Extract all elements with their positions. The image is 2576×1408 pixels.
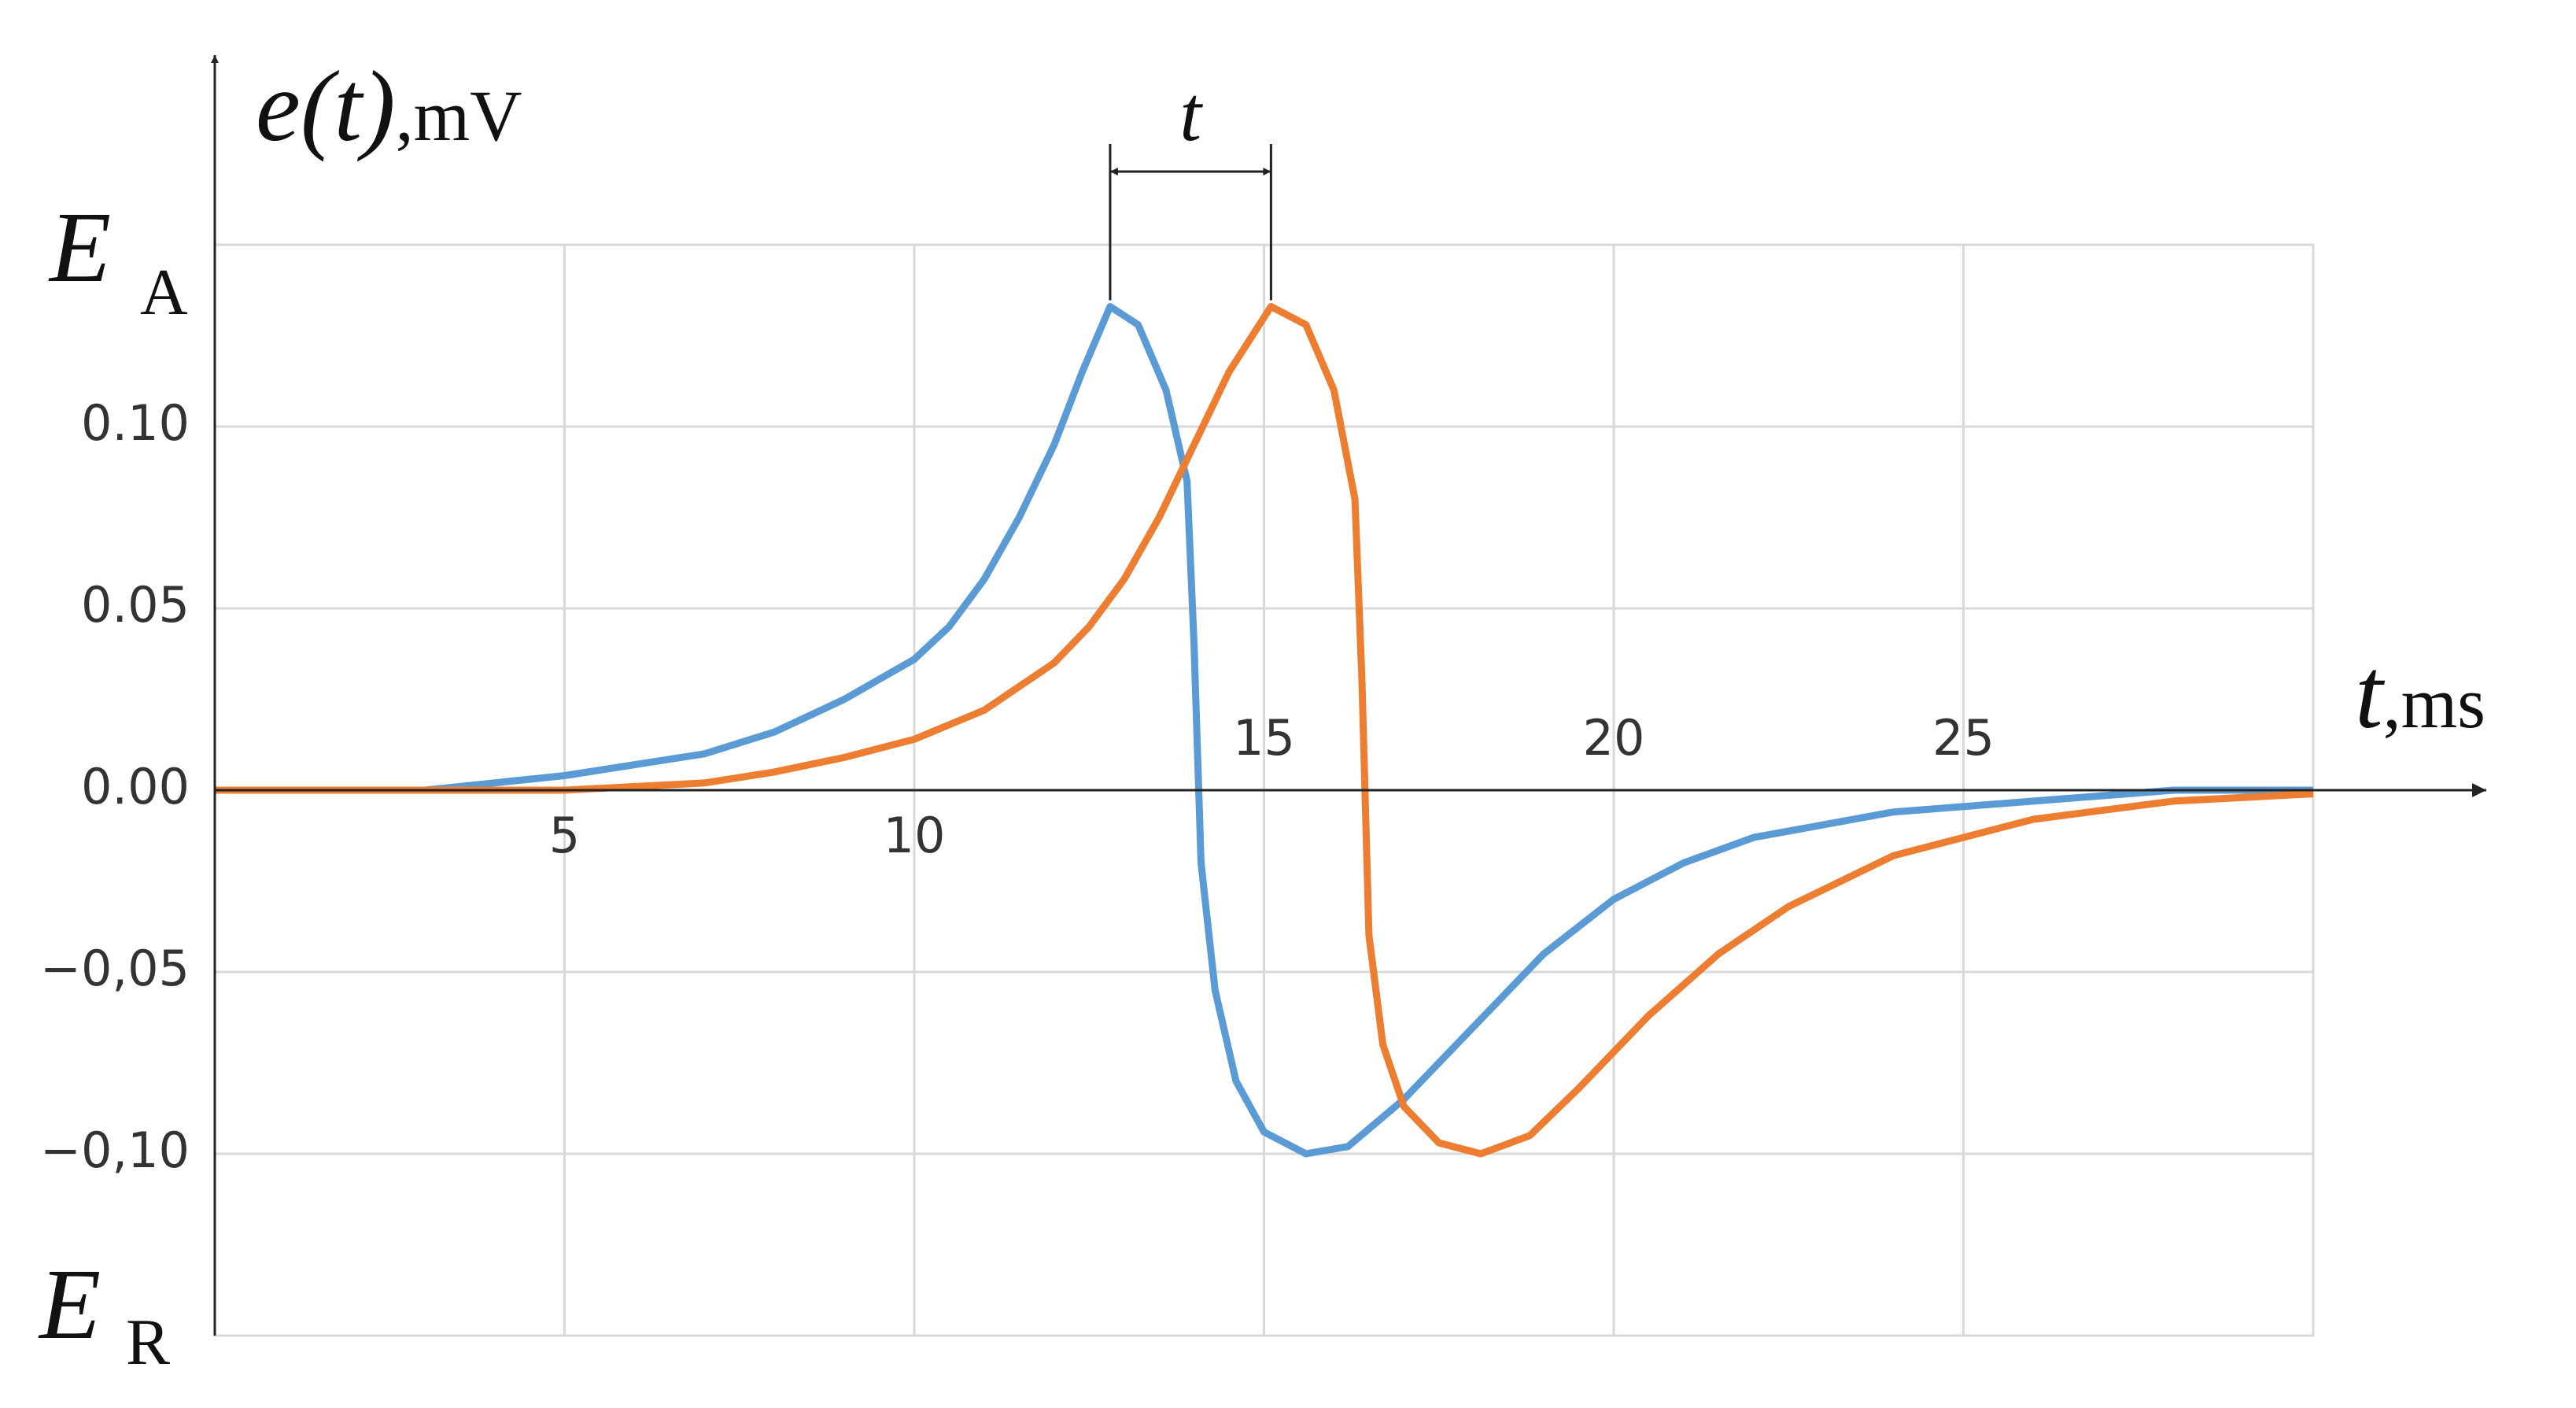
er-main: E [38, 1248, 101, 1360]
y-tick-label: 0.10 [81, 394, 190, 452]
x-tick-label: 5 [549, 807, 580, 864]
ea-sub: A [140, 256, 188, 329]
er-sub: R [126, 1306, 170, 1379]
x-tick-label: 15 [1233, 709, 1295, 767]
y-symbol: e(t) [256, 50, 396, 162]
x-axis-label: t,ms [2355, 637, 2486, 749]
axes: 0.10 0.05 0.00 −0,05 −0,10 5 10 15 20 25 t [40, 55, 2486, 1336]
x-tick-label: 20 [1583, 709, 1645, 767]
series-line [215, 303, 2313, 1158]
grid [213, 243, 2315, 1337]
lines [215, 303, 2314, 1158]
x-symbol: t [2355, 637, 2386, 749]
x-tick-label: 25 [1932, 709, 1995, 767]
series-line [215, 303, 2314, 1158]
y-tick-label: −0,05 [40, 940, 190, 997]
y-tick-label: −0,10 [40, 1122, 190, 1179]
ea-main: E [48, 191, 111, 303]
shift-label: t [1179, 70, 1203, 157]
y-tick-label: 0.05 [81, 576, 190, 634]
y-tick-label: 0.00 [81, 758, 190, 815]
y-axis-label: e(t),mV [256, 50, 522, 162]
x-unit: ,ms [2383, 663, 2486, 743]
x-tick-label: 10 [884, 807, 946, 864]
y-unit: ,mV [396, 76, 522, 156]
